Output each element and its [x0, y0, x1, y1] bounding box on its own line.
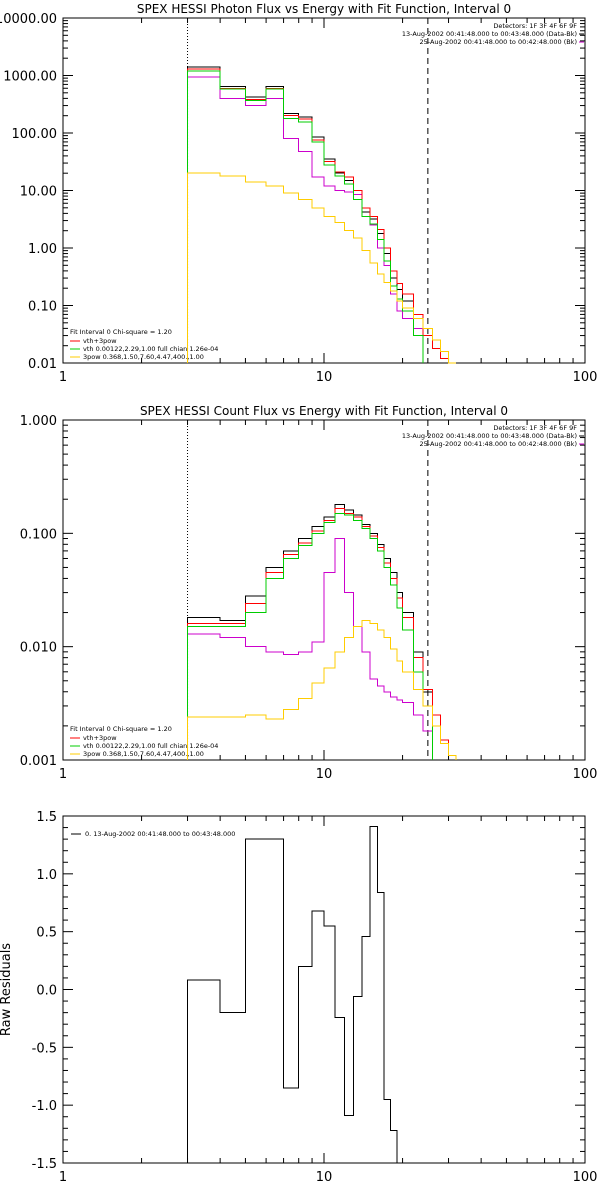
- legend: 0. 13-Aug-2002 00:41:48.000 to 00:43:48.…: [71, 830, 235, 838]
- y-axis: -1.5 -1.0 -0.5 0.0 0.5 1.0 1.5 Raw Residuals: [0, 810, 585, 1172]
- series-line-1: [187, 66, 424, 363]
- y-tick-label: 0.10: [28, 300, 57, 315]
- x-tick-label: 1: [59, 767, 67, 782]
- chart-panel-1: SPEX HESSI Photon Flux vs Energy with Fi…: [0, 2, 597, 385]
- y-tick-label: 0.001: [20, 754, 57, 769]
- plot-frame: [62, 815, 586, 1164]
- series-line-5: [187, 172, 456, 364]
- header-line: Detectors: 1F 3F 4F 6F 9F: [493, 22, 577, 30]
- x-tick-label: 10: [316, 370, 333, 385]
- series-line-3: [187, 68, 456, 364]
- plot-frame: [62, 17, 586, 364]
- x-axis: 1 10 100: [59, 420, 598, 782]
- series-line-2: [187, 76, 424, 363]
- header-line: 13-Aug-2002 00:41:48.000 to 00:43:48.000…: [402, 432, 577, 440]
- legend-label: vth 0.00122,2.29,1.00 full chian 1.26e-0…: [83, 742, 218, 750]
- x-tick-label: 100: [573, 1170, 598, 1185]
- legend-label: 3pow 0.368,1.50,7.60,4.47,400.,1.00: [83, 353, 204, 361]
- x-tick-label: 1: [59, 1170, 67, 1185]
- y-tick-label: 1.00: [28, 242, 57, 257]
- chart-panel-3: 1 10 100 -1.5 -1.0 -0.5 0.0 0.5 1.0 1.5 Raw Residu…: [0, 810, 597, 1185]
- legend-label: 3pow 0.368,1.50,7.60,4.47,400.,1.00: [83, 750, 204, 758]
- legend-label: vth+3pow: [83, 337, 117, 345]
- series-group: [187, 825, 433, 1164]
- y-tick-label: -1.5: [32, 1157, 57, 1172]
- y-tick-label: -0.5: [32, 1041, 57, 1056]
- y-tick-label: 1000.00: [3, 70, 57, 85]
- header-line: 25-Aug-2002 00:41:48.000 to 00:42:48.000…: [420, 440, 577, 448]
- y-tick-label: -1.0: [32, 1099, 57, 1114]
- series-line-2: [187, 538, 433, 760]
- chart-panel-2: SPEX HESSI Count Flux vs Energy with Fit…: [20, 404, 598, 782]
- legend: Fit Interval 0 Chi-square = 1.20vth+3pow…: [70, 328, 218, 361]
- series-line-3: [187, 508, 457, 760]
- legend-label: vth 0.00122,2.29,1.00 full chian 1.26e-0…: [83, 345, 218, 353]
- series-line-5: [187, 620, 457, 760]
- series-group: [187, 66, 456, 364]
- y-tick-label: 100.00: [12, 127, 58, 142]
- series-group: [187, 503, 457, 760]
- y-tick-label: 0.01: [28, 357, 57, 372]
- y-tick-label: 1.000: [20, 414, 57, 429]
- x-tick-label: 1: [59, 370, 67, 385]
- header-line: 25-Aug-2002 00:41:48.000 to 00:42:48.000…: [420, 38, 577, 46]
- x-tick-label: 100: [573, 370, 598, 385]
- chart-title: SPEX HESSI Count Flux vs Energy with Fit…: [140, 404, 508, 418]
- header-line: 13-Aug-2002 00:41:48.000 to 00:43:48.000…: [402, 30, 577, 38]
- y-tick-label: 1.5: [36, 810, 57, 825]
- header-line: Detectors: 1F 3F 4F 6F 9F: [493, 424, 577, 432]
- series-line-1: [187, 825, 433, 1164]
- y-tick-label: 0.5: [36, 926, 57, 941]
- y-axis-label: Raw Residuals: [0, 943, 14, 1036]
- x-axis: 1 10 100: [59, 816, 598, 1185]
- legend: Fit Interval 0 Chi-square = 1.20vth+3pow…: [70, 725, 218, 758]
- y-tick-label: 0.0: [36, 984, 57, 999]
- y-axis: 0.001 0.010 0.100 1.000: [20, 414, 585, 769]
- y-tick-label: 0.100: [20, 527, 57, 542]
- series-line-4: [187, 512, 433, 760]
- chart-title: SPEX HESSI Photon Flux vs Energy with Fi…: [137, 2, 511, 16]
- x-tick-label: 100: [573, 767, 598, 782]
- y-tick-label: 0.010: [20, 641, 57, 656]
- legend-label: 0. 13-Aug-2002 00:41:48.000 to 00:43:48.…: [85, 830, 235, 838]
- x-tick-label: 10: [316, 767, 333, 782]
- legend-label: vth+3pow: [83, 734, 117, 742]
- x-tick-label: 10: [316, 1170, 333, 1185]
- y-tick-label: 10.00: [20, 185, 57, 200]
- y-tick-label: 10000.00: [0, 12, 57, 27]
- series-line-4: [187, 70, 424, 363]
- y-tick-label: 1.0: [36, 868, 57, 883]
- fit-header: Fit Interval 0 Chi-square = 1.20: [70, 328, 172, 336]
- y-axis: 0.01 0.10 1.00 10.00 100.00 1000.00 10000.00: [0, 12, 585, 372]
- fit-header: Fit Interval 0 Chi-square = 1.20: [70, 725, 172, 733]
